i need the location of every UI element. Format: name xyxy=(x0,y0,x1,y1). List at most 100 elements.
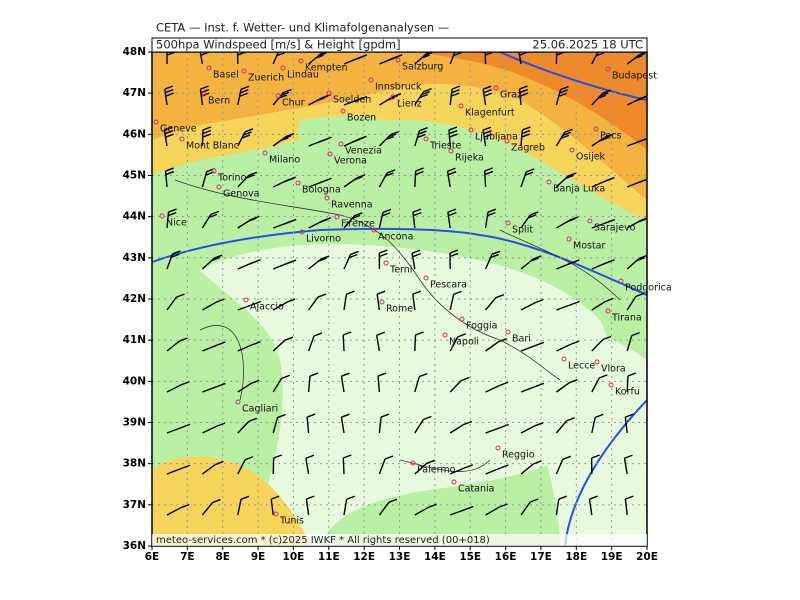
barb-feather xyxy=(423,87,432,93)
barb xyxy=(520,422,544,434)
barb xyxy=(556,259,580,270)
city-marker xyxy=(505,329,511,335)
city-label: Livorno xyxy=(306,234,341,245)
city-label: Basel xyxy=(213,70,239,81)
barb-staff xyxy=(449,52,456,65)
lat-label: 40N xyxy=(123,375,146,387)
barb xyxy=(307,372,319,393)
barb xyxy=(555,379,578,393)
barb-feather xyxy=(499,503,508,508)
barb xyxy=(449,333,466,352)
barb-staff xyxy=(449,467,466,475)
barb-feather xyxy=(356,174,366,179)
city-marker xyxy=(241,68,247,74)
city-label: Osijek xyxy=(576,152,606,163)
barb-feather xyxy=(281,374,290,380)
barb-staff xyxy=(272,52,280,65)
city-label: Napoli xyxy=(449,337,479,348)
barb xyxy=(166,381,190,393)
city-marker xyxy=(605,66,611,72)
city-marker xyxy=(608,382,614,388)
barb-staff xyxy=(518,52,522,65)
city-label: Klagenfurt xyxy=(465,108,515,119)
city-label: Rijeka xyxy=(455,153,484,164)
barb xyxy=(166,337,188,352)
barb-staff xyxy=(623,458,628,475)
barb-staff xyxy=(199,89,204,106)
barb-staff xyxy=(449,294,455,311)
barb-feather xyxy=(589,495,598,500)
barb-staff xyxy=(446,171,451,188)
barb-feather xyxy=(216,422,226,427)
lon-label: 13E xyxy=(389,551,411,563)
barb xyxy=(272,218,297,229)
barb xyxy=(376,290,386,311)
barb-feather xyxy=(453,290,462,296)
barb-feather xyxy=(251,215,260,221)
barb xyxy=(343,135,367,147)
barb-feather xyxy=(382,208,392,214)
barb-feather xyxy=(625,413,634,418)
lon-label: 12E xyxy=(353,551,375,563)
barb-feather xyxy=(216,298,225,303)
city-label: Sarajevo xyxy=(594,223,636,234)
barb-feather xyxy=(176,293,185,298)
barb-staff xyxy=(377,375,381,393)
barb-feather xyxy=(495,294,505,299)
city-marker xyxy=(546,179,552,185)
city-label: Trieste xyxy=(429,141,461,152)
barb-staff xyxy=(447,212,451,229)
barb-feather xyxy=(415,331,424,336)
barb-feather xyxy=(251,379,260,384)
barb xyxy=(449,505,474,516)
barb-feather xyxy=(215,460,224,466)
barb-staff xyxy=(375,335,381,352)
city-label: Banja Luka xyxy=(553,184,605,195)
barb-feather xyxy=(421,54,430,59)
barb-feather xyxy=(530,257,539,262)
city-label: Lecce xyxy=(568,361,595,372)
barb-feather xyxy=(447,167,456,172)
barb xyxy=(378,208,392,229)
barb-feather xyxy=(248,171,258,177)
barb xyxy=(482,126,493,147)
barb-feather xyxy=(270,495,280,500)
lat-label: 42N xyxy=(123,293,146,305)
barb-staff xyxy=(414,376,420,393)
barb-staff xyxy=(202,425,218,434)
barb-feather xyxy=(566,218,576,223)
barb xyxy=(166,503,190,516)
barb-feather xyxy=(213,254,223,259)
barb-feather xyxy=(280,137,289,142)
barb xyxy=(482,85,493,106)
barb-feather xyxy=(498,338,507,343)
barb-feather xyxy=(317,52,327,57)
barb-feather xyxy=(419,93,428,99)
barb xyxy=(588,495,598,516)
barb xyxy=(555,455,572,475)
barb-staff xyxy=(342,334,345,352)
barb-staff xyxy=(272,301,288,311)
barb-staff xyxy=(378,501,390,516)
barb-feather xyxy=(386,96,396,101)
barb-staff xyxy=(272,457,275,475)
barb xyxy=(414,372,428,393)
barb-staff xyxy=(412,294,416,311)
barb xyxy=(305,495,315,516)
barb-staff xyxy=(485,506,500,516)
barb xyxy=(520,255,542,270)
barb xyxy=(272,259,297,270)
barb xyxy=(626,52,647,65)
barb xyxy=(201,254,223,270)
barb xyxy=(202,341,226,352)
lat-label: 48N xyxy=(123,46,146,58)
barb-staff xyxy=(202,344,218,352)
barb xyxy=(624,413,634,434)
barb-feather xyxy=(591,454,600,459)
barb-feather xyxy=(200,85,209,90)
city-label: Ljubljana xyxy=(475,132,518,143)
city-label: Ravenna xyxy=(331,200,373,211)
barb-staff xyxy=(555,420,568,434)
barb-feather xyxy=(602,89,611,94)
barb-feather xyxy=(461,376,470,382)
